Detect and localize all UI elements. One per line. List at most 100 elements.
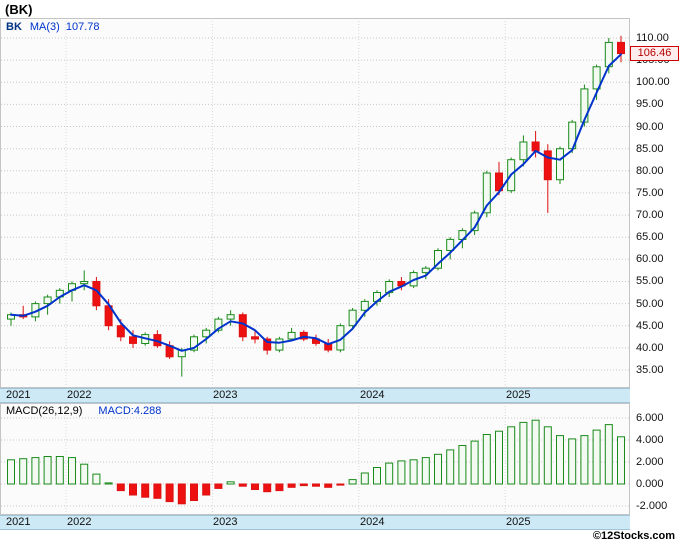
legend-symbol: BK [6,21,22,33]
macd-bar [312,483,320,487]
macd-bar [434,453,442,485]
macd-current-value: MACD:4.288 [98,405,162,417]
macd-axis-label: 0.000 [636,478,664,490]
macd-bar [324,483,333,488]
candle [580,88,589,123]
macd-bar [604,424,613,485]
macd-bar [190,483,198,501]
macd-bar [116,483,125,492]
page-title: (BK) [5,2,33,17]
candle [116,325,125,338]
macd-bar [251,483,259,490]
macd-bar [507,426,516,485]
legend-ma-label: MA(3) [29,21,60,33]
candle [348,309,357,327]
price-axis-label: 75.00 [636,187,664,199]
macd-bar [495,430,503,485]
macd-bar [556,435,564,485]
candle [482,172,491,214]
legend-ma-value: 107.78 [65,21,100,33]
macd-bar [129,483,137,496]
macd-bar [31,457,40,485]
macd-bar [617,436,625,485]
macd-bar [421,457,430,485]
price-axis-label: 90.00 [636,121,664,133]
macd-bar [580,435,589,485]
macd-bar [592,429,601,485]
macd-bar [458,445,467,485]
price-axis-label: 45.00 [636,320,664,332]
price-axis-label: 110.00 [636,32,669,44]
candle [360,300,369,311]
macd-bar [299,483,308,487]
price-axis-label: 50.00 [636,298,664,310]
macd-bar [165,483,174,503]
candle [129,336,137,344]
macd-bar [397,460,406,485]
price-axis-label: 40.00 [636,342,664,354]
candle [251,336,259,340]
macd-bar [202,483,211,496]
macd-bar [214,483,223,489]
macd-axis-label: 2.000 [636,456,664,468]
macd-bar [68,457,76,485]
candle [556,148,564,181]
price-axis-label: 85.00 [636,143,664,155]
candle [43,296,52,305]
macd-header: MACD(26,12,9) MACD:4.288 [6,405,161,417]
macd-bar [348,479,357,485]
candle [190,336,198,351]
macd-axis-label: 4.000 [636,434,664,446]
macd-bar [385,462,394,485]
year-label: 2022 [67,516,92,528]
copyright-link[interactable]: ©12Stocks.com [592,530,675,542]
candle [592,66,601,90]
macd-bar [470,440,479,485]
candlestick-chart [1,21,629,385]
macd-bar [238,483,247,487]
macd-axis-label: -2.000 [636,500,668,512]
x-axis-years-top: 2021 2022 2023 2024 2025 [0,388,630,403]
chart-legend: BK MA(3) 107.78 [6,21,100,33]
x-axis-years-bottom: 2021 2022 2023 2024 2025 [0,515,630,530]
macd-bar [141,483,150,498]
price-axis-label: 60.00 [636,253,664,265]
macd-bar [482,434,491,485]
macd-bar [336,483,345,486]
macd-bar [543,426,552,485]
macd-bar [360,472,369,485]
price-axis-label: 35.00 [636,364,664,376]
candle [263,338,272,351]
year-label: 2021 [6,516,31,528]
last-price-tag: 106.46 [630,46,679,61]
price-axis-label: 95.00 [636,98,664,110]
macd-bar [19,458,28,485]
macd-bar [177,483,186,505]
price-axis-label: 65.00 [636,231,664,243]
year-label: 2021 [6,389,31,401]
footer: ©12Stocks.com [0,530,680,546]
macd-bar [275,483,284,492]
macd-bar [568,438,577,485]
macd-bar [287,483,296,488]
year-label: 2025 [506,389,531,401]
macd-bar [7,459,15,485]
price-axis-label: 100.00 [636,76,670,88]
candle [226,314,235,320]
year-label: 2024 [360,389,385,401]
macd-bar [43,456,52,485]
macd-bar [226,481,235,485]
macd-bar [531,419,540,485]
macd-bar [373,467,381,485]
macd-bar [80,463,89,485]
macd-histogram-series [7,419,625,505]
candle [421,267,430,274]
macd-panel [0,403,630,515]
macd-bar [104,482,113,485]
price-chart-panel [0,18,630,388]
macd-bar [446,449,455,485]
candle [275,338,284,351]
candle [519,141,528,161]
price-gridlines [1,21,629,385]
